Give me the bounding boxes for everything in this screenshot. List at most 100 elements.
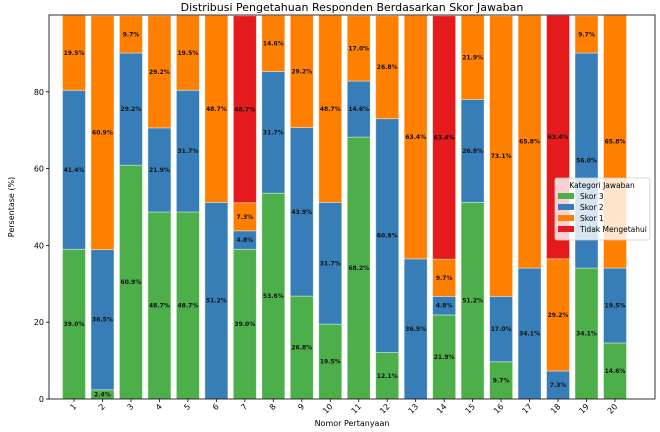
legend-title: Kategori Jawaban [569,181,635,190]
data-label: 31.7% [177,148,198,155]
data-label: 63.4% [548,134,569,141]
data-label: 4.8% [237,237,254,244]
legend-label: Skor 3 [580,192,604,201]
x-tick-label: 14 [435,402,449,416]
data-label: 9.7% [493,377,510,384]
x-tick-label: 1 [68,402,78,412]
legend-swatch [558,204,574,210]
data-label: 9.7% [436,275,453,282]
legend-label: Tidak Mengetahui [579,225,647,234]
data-label: 29.2% [548,312,569,319]
x-axis-label: Nomor Pertanyaan [315,419,390,428]
data-label: 60.9% [121,279,142,286]
data-label: 36.5% [405,326,426,333]
bar-segment [119,15,143,54]
data-label: 39.0% [234,321,255,328]
y-tick-label: 0 [39,395,44,404]
x-tick-label: 10 [321,402,335,416]
data-label: 19.5% [605,302,626,309]
data-label: 12.1% [377,373,398,380]
x-tick-label: 2 [97,402,107,412]
bar-segment [375,15,400,120]
x-tick-label: 18 [549,402,563,416]
x-tick-label: 7 [239,402,249,412]
bar-segment [90,15,115,251]
data-label: 19.5% [64,50,85,57]
data-label: 39.0% [64,321,85,328]
bar-segment [574,15,599,54]
bar-segment [147,15,172,129]
data-label: 29.2% [291,68,312,75]
data-label: 17.0% [491,326,512,333]
data-label: 31.7% [263,129,284,136]
x-tick-label: 16 [492,402,506,416]
y-tick-label: 40 [34,241,44,250]
data-label: 48.7% [177,302,198,309]
data-label: 34.1% [576,331,597,338]
data-label: 7.3% [550,382,567,389]
legend-swatch [558,226,574,232]
data-label: 14.6% [348,106,369,113]
bar-segment [346,15,371,82]
legend-label: Skor 1 [580,214,604,223]
x-tick-label: 4 [154,402,164,412]
data-label: 9.7% [578,31,595,38]
data-label: 21.9% [434,354,455,361]
data-label: 73.1% [491,153,512,160]
legend: Kategori Jawaban Skor 3 Skor 2 Skor 1 Tidak … [554,177,651,241]
data-label: 48.7% [206,106,227,113]
data-label: 14.6% [263,40,284,47]
data-label: 48.7% [149,302,170,309]
plot-frame [48,14,656,400]
data-label: 31.7% [320,260,341,267]
data-label: 26.8% [462,148,483,155]
data-label: 48.7% [234,106,255,113]
data-label: 21.9% [462,54,483,61]
x-tick-label: 5 [182,402,192,412]
data-label: 19.5% [177,50,198,57]
data-label: 63.4% [405,134,426,141]
data-label: 21.9% [149,167,170,174]
data-label: 65.8% [605,139,626,146]
data-label: 65.8% [519,139,540,146]
x-tick-label: 13 [407,402,421,416]
data-label: 48.7% [320,106,341,113]
x-tick-label: 8 [268,402,278,412]
data-label: 60.9% [377,233,398,240]
bar-segment [232,15,257,204]
y-tick-label: 20 [34,318,44,327]
bar-group: 39.0% 41.4% 19.5% 2.4% 36.5% 60.9% 60.9% 29.2% 9… [62,15,627,399]
data-label: 17.0% [348,45,369,52]
data-label: 51.2% [462,298,483,305]
data-label: 36.5% [92,317,113,324]
x-tick-label: 20 [606,402,620,416]
data-label: 43.9% [291,209,312,216]
y-tick-label: 80 [34,88,44,97]
x-tick-label: 6 [211,402,221,412]
y-axis-label: Persentase (%) [7,177,16,237]
legend-label: Skor 2 [580,203,604,212]
x-tick-label: 11 [350,402,364,416]
x-tick-label: 9 [296,402,306,412]
data-label: 53.6% [263,293,284,300]
data-label: 7.3% [237,214,254,221]
legend-swatch [558,215,574,221]
x-tick-label: 15 [463,402,477,416]
data-label: 4.8% [436,303,453,310]
data-label: 26.8% [377,64,398,71]
x-tick-label: 12 [378,402,392,416]
data-label: 51.2% [206,298,227,305]
data-label: 60.9% [92,130,113,137]
legend-swatch [558,193,574,199]
bar-segment [432,15,457,260]
legend-box [554,177,651,241]
data-label: 63.4% [434,134,455,141]
data-label: 9.7% [123,31,140,38]
x-tick-label: 17 [520,402,534,416]
y-tick-label: 60 [34,165,44,174]
data-label: 29.2% [149,69,170,76]
data-label: 2.4% [94,391,111,398]
data-label: 41.4% [64,167,85,174]
bar-segment [489,15,514,297]
